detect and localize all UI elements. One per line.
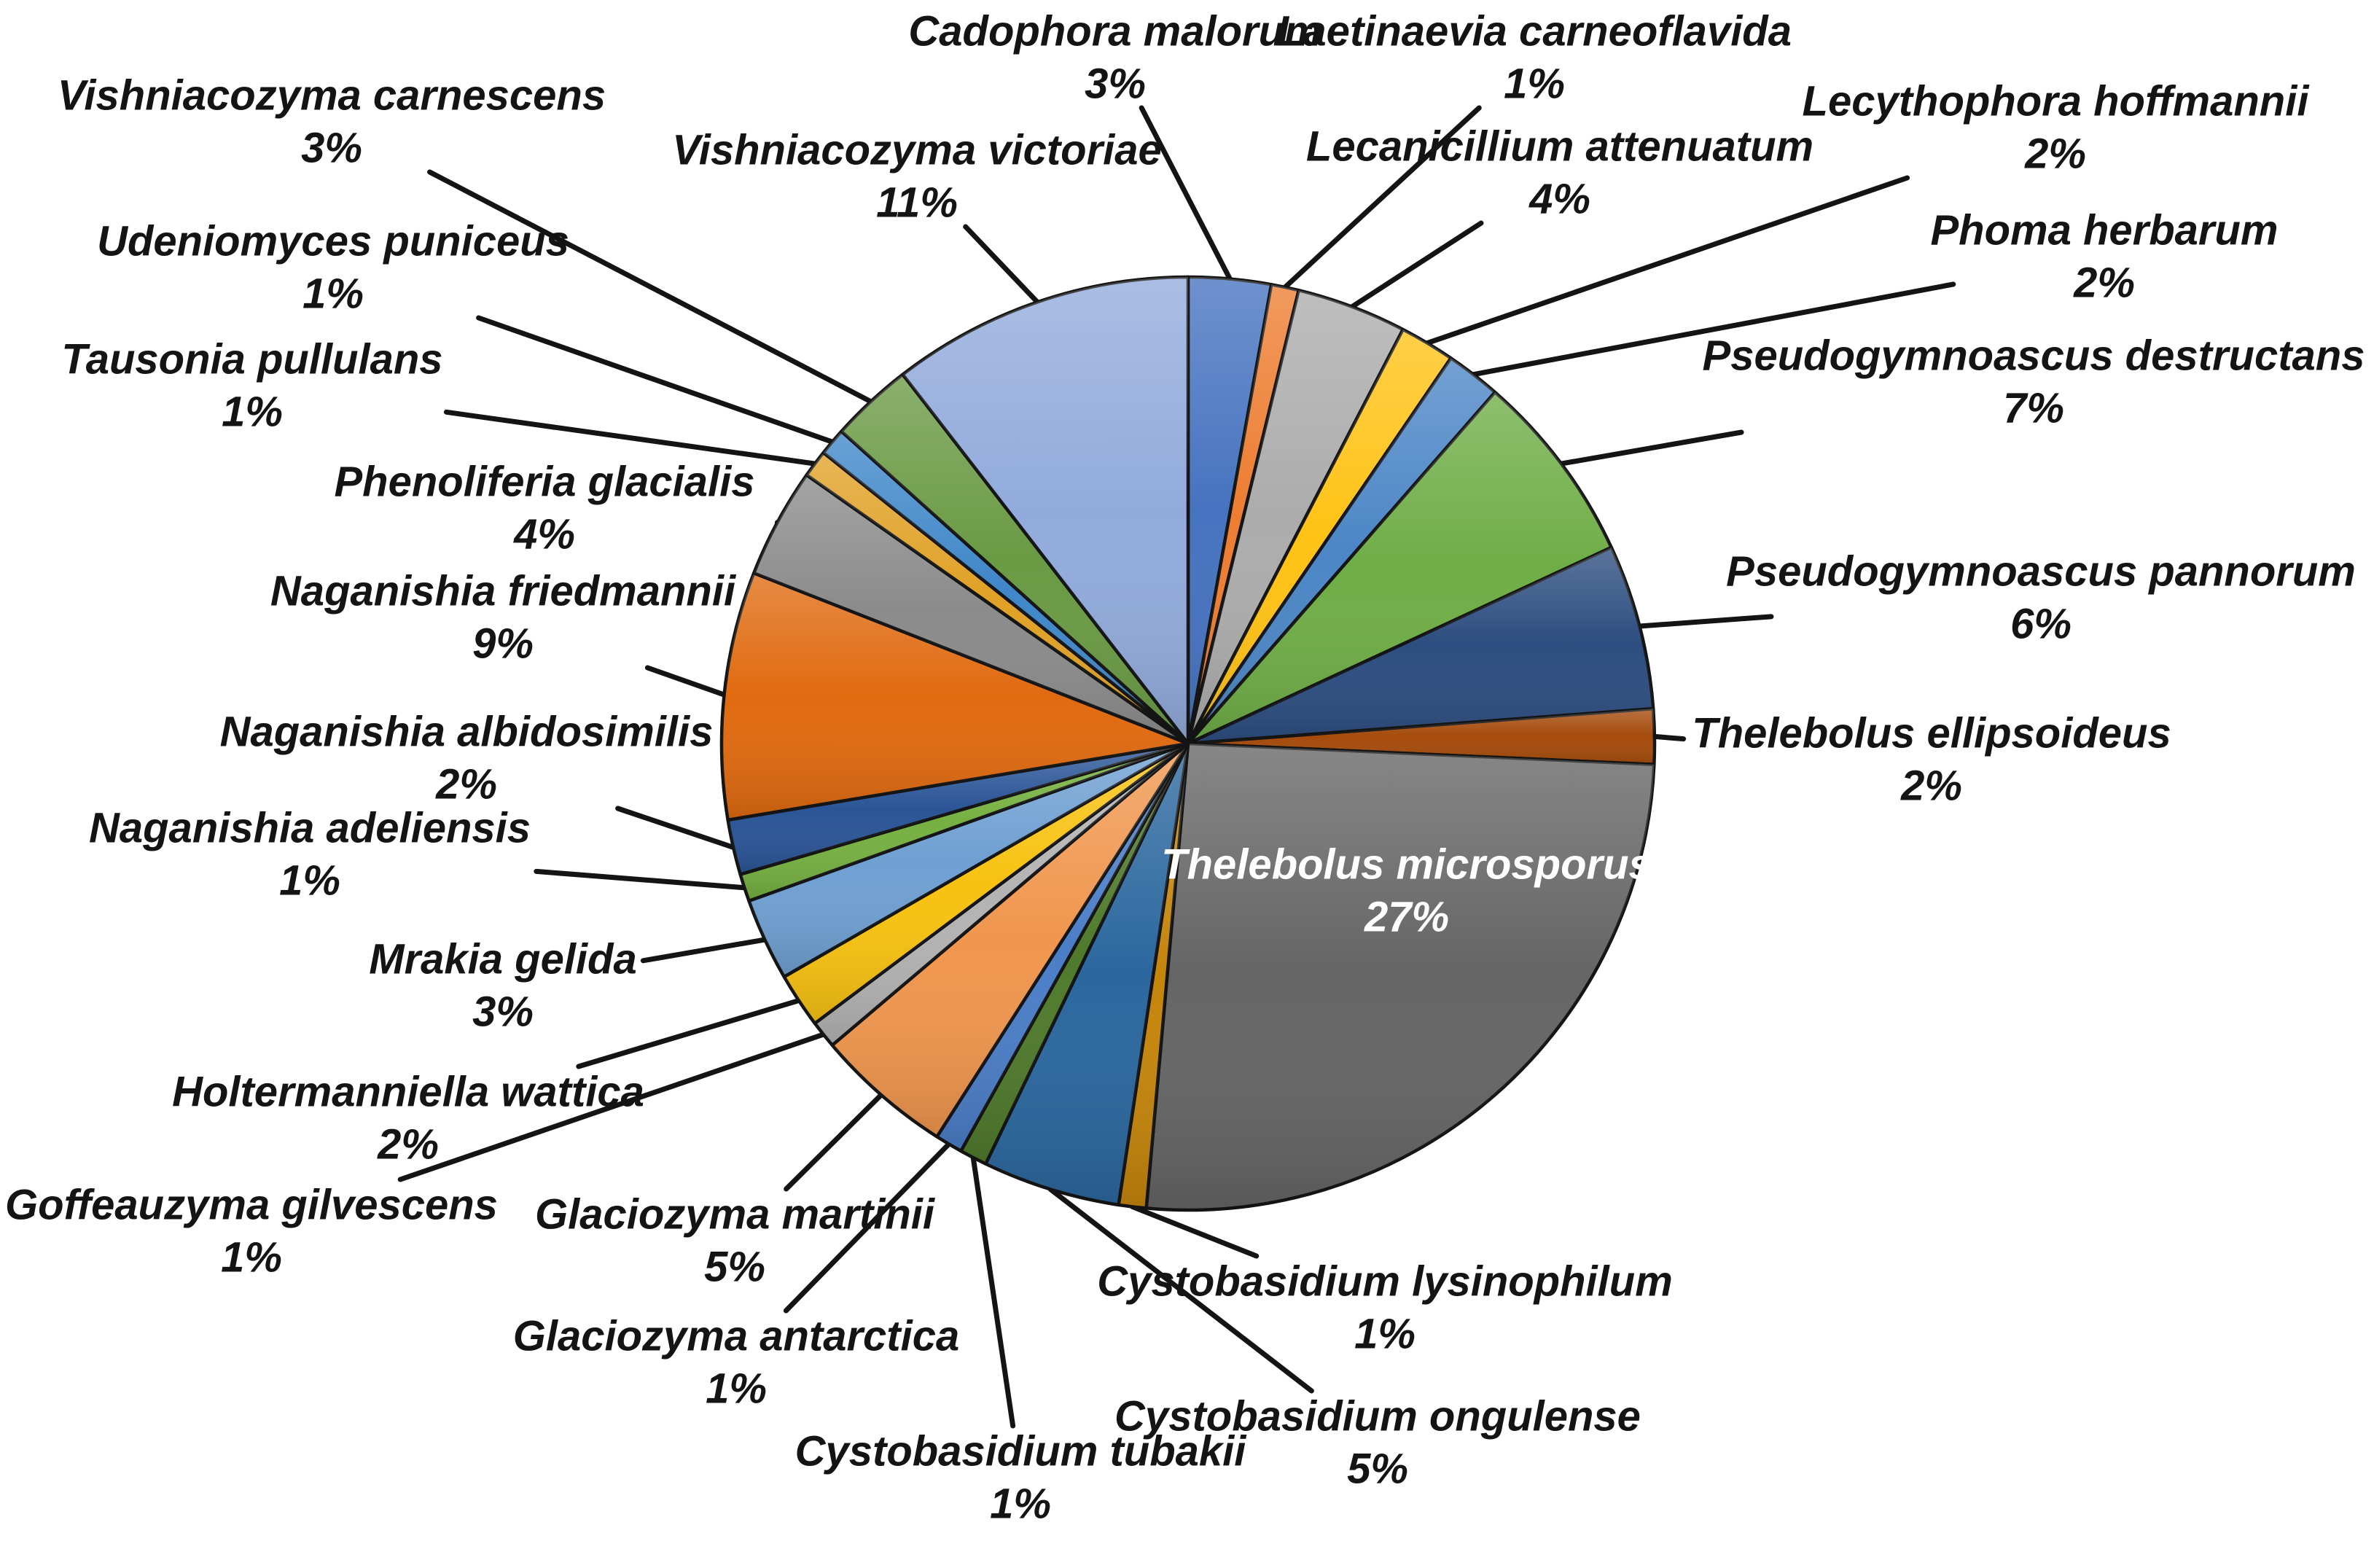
slice-percent-label: 2% bbox=[2073, 259, 2135, 306]
slice-percent-label: 2% bbox=[1900, 762, 1962, 809]
slice-percent-label: 2% bbox=[377, 1120, 439, 1168]
slice-name-label: Tausonia pullulans bbox=[61, 335, 442, 383]
pie-slices-layer bbox=[719, 275, 1657, 1212]
slice-percent-label: 1% bbox=[1354, 1310, 1416, 1357]
slice-name-label: Pseudogymnoascus destructans bbox=[1703, 332, 2365, 379]
leader-line-16 bbox=[640, 937, 768, 964]
leader-line-2 bbox=[1349, 220, 1484, 310]
slice-percent-label: 2% bbox=[435, 760, 497, 808]
leader-line-17 bbox=[534, 868, 747, 891]
slice-name-label: Phoma herbarum bbox=[1931, 206, 2279, 254]
leader-line-15 bbox=[576, 998, 802, 1069]
leader-line-12 bbox=[783, 1141, 952, 1314]
slice-name-label: Lecythophora hoffmannii bbox=[1803, 77, 2311, 125]
leader-line-5 bbox=[1558, 429, 1744, 467]
slice-percent-label: 6% bbox=[2010, 600, 2072, 647]
leader-line-13 bbox=[784, 1092, 884, 1192]
slice-name-label: Cadophora malorum bbox=[908, 7, 1321, 55]
slice-percent-label: 4% bbox=[513, 510, 575, 558]
slice-name-label: Cystobasidium ongulense bbox=[1114, 1392, 1641, 1440]
slice-name-label: Thelebolus microsporus bbox=[1161, 840, 1652, 888]
leader-line-4 bbox=[1471, 281, 1956, 378]
leader-line-19 bbox=[644, 665, 727, 698]
leader-line-6 bbox=[1636, 614, 1774, 629]
slice-percent-label: 5% bbox=[704, 1243, 765, 1290]
leader-line-9 bbox=[1130, 1204, 1260, 1259]
leader-line-18 bbox=[615, 806, 736, 850]
slice-name-label: Mrakia gelida bbox=[369, 935, 636, 983]
slice-percent-label: 2% bbox=[2024, 130, 2086, 177]
slice-name-label: Vishniacozyma victoriae bbox=[672, 126, 1162, 173]
leader-line-21 bbox=[443, 409, 818, 467]
slice-name-label: Udeniomyces puniceus bbox=[97, 217, 569, 265]
pie-slice-8 bbox=[1144, 741, 1656, 1212]
leader-line-14 bbox=[397, 1031, 827, 1182]
slice-percent-label: 3% bbox=[301, 124, 362, 171]
slice-name-label: Goffeauzyma gilvescens bbox=[5, 1181, 498, 1228]
slice-percent-label: 4% bbox=[1528, 175, 1590, 222]
leader-line-11 bbox=[970, 1155, 1016, 1429]
slice-name-label: Pseudogymnoascus pannorum bbox=[1726, 547, 2356, 595]
slice-name-label: Glaciozyma antarctica bbox=[513, 1312, 960, 1360]
slice-percent-label: 1% bbox=[302, 270, 364, 317]
slice-name-label: Naganishia adeliensis bbox=[89, 804, 531, 851]
leader-line-1 bbox=[1282, 105, 1482, 290]
slice-labels-layer: Cadophora malorum 3% Laetinaevia carneofla… bbox=[5, 7, 2365, 1527]
slice-name-label: Glaciozyma martinii bbox=[535, 1190, 936, 1238]
leader-lines-layer bbox=[397, 105, 1956, 1429]
leader-line-22 bbox=[476, 315, 835, 445]
slice-name-label: Holtermanniella wattica bbox=[172, 1068, 644, 1115]
slice-name-label: Phenoliferia glacialis bbox=[335, 458, 755, 505]
slice-percent-label: 1% bbox=[279, 857, 340, 904]
slice-name-label: Laetinaevia carneoflavida bbox=[1277, 7, 1792, 55]
slice-percent-label: 5% bbox=[1347, 1445, 1408, 1492]
slice-percent-label: 9% bbox=[472, 620, 534, 667]
slice-name-label: Cystobasidium lysinophilum bbox=[1097, 1257, 1673, 1305]
slice-name-label: Lecanicillium attenuatum bbox=[1306, 122, 1813, 170]
leader-line-7 bbox=[1652, 733, 1687, 742]
slice-percent-label: 27% bbox=[1364, 893, 1449, 940]
slice-percent-label: 3% bbox=[472, 988, 534, 1035]
leader-line-24 bbox=[963, 224, 1040, 305]
slice-name-label: Naganishia friedmannii bbox=[270, 567, 737, 615]
leader-line-10 bbox=[1047, 1187, 1314, 1394]
leader-line-0 bbox=[1139, 105, 1233, 282]
leader-line-3 bbox=[1424, 175, 1910, 346]
slice-name-label: Naganishia albidosimilis bbox=[220, 708, 714, 755]
slice-percent-label: 1% bbox=[221, 1233, 282, 1281]
slice-percent-label: 1% bbox=[990, 1480, 1051, 1527]
slice-name-label: Vishniacozyma carnescens bbox=[58, 71, 606, 119]
leader-line-23 bbox=[427, 169, 874, 405]
slice-percent-label: 11% bbox=[876, 179, 958, 226]
slice-name-label: Cystobasidium tubakii bbox=[795, 1427, 1248, 1475]
slice-percent-label: 1% bbox=[222, 388, 283, 435]
slice-name-label: Thelebolus ellipsoideus bbox=[1692, 709, 2171, 757]
slice-percent-label: 1% bbox=[706, 1365, 767, 1412]
slice-percent-label: 7% bbox=[2003, 384, 2064, 432]
slice-percent-label: 1% bbox=[1504, 60, 1565, 107]
slice-percent-label: 3% bbox=[1085, 60, 1146, 107]
